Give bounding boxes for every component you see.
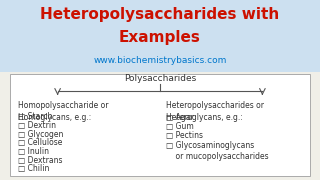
Text: □ Cellulose: □ Cellulose xyxy=(18,138,62,147)
Text: Polysaccharides: Polysaccharides xyxy=(124,74,196,83)
Text: □ Glycosaminoglycans
    or mucopolysaccharides: □ Glycosaminoglycans or mucopolysacchari… xyxy=(166,141,269,161)
Text: □ Pectins: □ Pectins xyxy=(166,131,204,140)
Text: □ Dextrin: □ Dextrin xyxy=(18,121,56,130)
Text: Heteropolysaccharides or
Heteroglycans, e.g.:: Heteropolysaccharides or Heteroglycans, … xyxy=(166,101,264,122)
Text: Examples: Examples xyxy=(119,30,201,45)
Text: □ Agar: □ Agar xyxy=(166,112,194,122)
Bar xyxy=(0,0,320,72)
Bar xyxy=(10,74,310,176)
Bar xyxy=(0,72,320,180)
Text: Homopolysaccharide or
Homoglycans, e.g.:: Homopolysaccharide or Homoglycans, e.g.: xyxy=(18,101,108,122)
Text: www.biochemistrybasics.com: www.biochemistrybasics.com xyxy=(93,56,227,65)
Text: □ Starch: □ Starch xyxy=(18,112,52,122)
Text: □ Gum: □ Gum xyxy=(166,122,194,131)
Text: □ Chilin: □ Chilin xyxy=(18,164,49,173)
Text: □ Inulin: □ Inulin xyxy=(18,147,49,156)
Text: Heteropolysaccharides with: Heteropolysaccharides with xyxy=(40,7,280,22)
Text: □ Glycogen: □ Glycogen xyxy=(18,130,63,139)
Text: □ Dextrans: □ Dextrans xyxy=(18,156,62,165)
